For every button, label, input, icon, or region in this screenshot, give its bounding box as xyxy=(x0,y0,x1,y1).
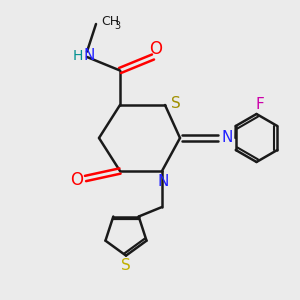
Text: O: O xyxy=(149,40,163,58)
Text: O: O xyxy=(70,171,84,189)
Text: F: F xyxy=(255,97,264,112)
Text: H: H xyxy=(72,49,82,62)
Text: N: N xyxy=(222,130,233,146)
Text: N: N xyxy=(158,174,169,189)
Text: 3: 3 xyxy=(115,20,121,31)
Text: S: S xyxy=(171,96,180,111)
Text: S: S xyxy=(121,258,131,273)
Text: CH: CH xyxy=(101,14,119,28)
Text: N: N xyxy=(84,48,95,63)
